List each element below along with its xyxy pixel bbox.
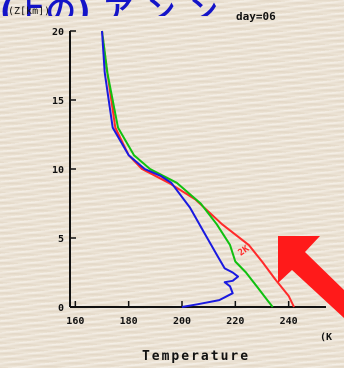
x-axis-label: Temperature <box>142 349 250 364</box>
series-line-3 <box>102 31 238 307</box>
series-group <box>102 31 294 307</box>
y-tick-label: 20 <box>52 27 64 38</box>
series-line-1 <box>102 31 294 307</box>
axis-ticks: 160 180 200 220 240 0 5 10 15 20 <box>52 27 298 327</box>
day-label: day=06 <box>236 10 276 23</box>
x-tick-label: 200 <box>173 316 191 327</box>
y-tick-label: 0 <box>58 303 64 314</box>
y-tick-label: 5 <box>58 234 64 245</box>
y-axis-label: (Z[km]) <box>8 6 50 17</box>
y-tick-label: 15 <box>52 96 64 107</box>
x-tick-label: 220 <box>226 316 244 327</box>
x-tick-label: 160 <box>66 316 84 327</box>
arrow-group <box>278 236 344 318</box>
x-tick-label: 180 <box>120 316 138 327</box>
x-tick-label: 240 <box>280 316 298 327</box>
y-tick-label: 10 <box>52 165 64 176</box>
series-line-2 <box>102 31 273 307</box>
x-unit-fragment: (K <box>320 332 332 343</box>
red-arrow-icon <box>278 236 344 318</box>
